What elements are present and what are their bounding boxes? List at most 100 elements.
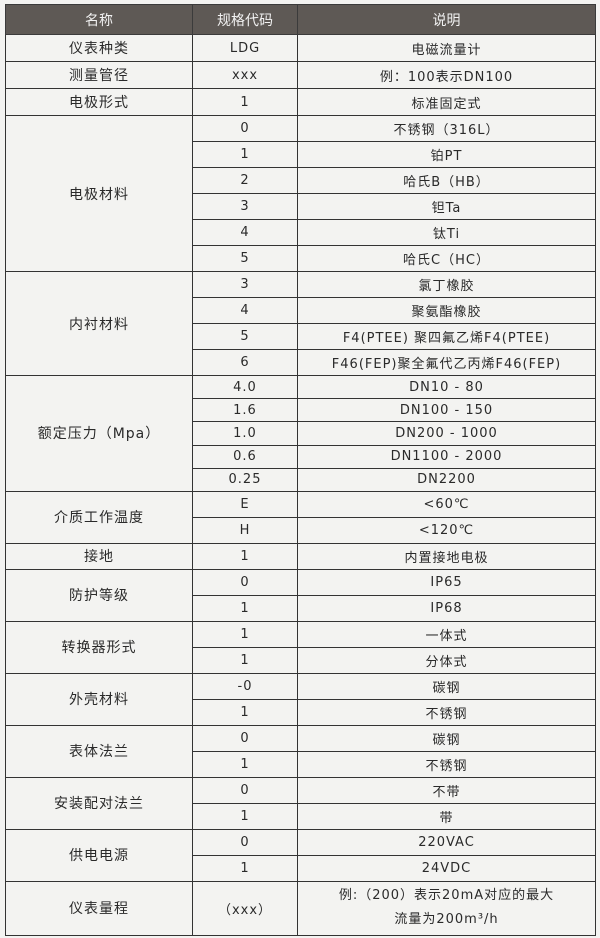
- table-row: 表体法兰 0 碳钢: [5, 724, 596, 778]
- table-row: 仪表种类 LDG 电磁流量计: [5, 34, 596, 62]
- table-row: 转换器形式 1 一体式: [5, 620, 596, 674]
- table-row: 电极材料 0 不锈钢（316L）: [5, 115, 596, 272]
- parameter-name: 电极材料: [5, 115, 193, 272]
- spec-code: 0: [192, 724, 298, 752]
- spec-description: 碳钢: [297, 672, 596, 700]
- spec-code: -0: [192, 672, 298, 700]
- spec-description: 碳钢: [297, 724, 596, 752]
- spec-description: 例：100表示DN100: [297, 61, 596, 89]
- spec-description: 聚氨酯橡胶: [297, 297, 596, 324]
- spec-description: DN10 - 80: [297, 374, 596, 400]
- spec-description: DN200 - 1000: [297, 421, 596, 446]
- spec-description: 不锈钢: [297, 750, 596, 778]
- spec-description: DN2200: [297, 467, 596, 492]
- spec-description: DN100 - 150: [297, 398, 596, 423]
- spec-code: 4: [192, 297, 298, 324]
- spec-code: E: [192, 490, 298, 518]
- spec-description: 不锈钢: [297, 698, 596, 726]
- table-body: 仪表种类 LDG 电磁流量计 测量管径 xxx 例：100表示DN100 电极形式 1 标准固定…: [5, 34, 596, 936]
- table-row: 外壳材料 -0 碳钢: [5, 672, 596, 726]
- table-row: 介质工作温度 E <60℃: [5, 490, 596, 544]
- parameter-name: 仪表种类: [5, 34, 193, 62]
- table-row: 5 F4(PTEE) 聚四氟乙烯F4(PTEE): [6, 323, 596, 350]
- table-row: 供电电源 0 220VAC: [5, 828, 596, 882]
- spec-code: 0: [192, 568, 298, 596]
- table-row: 0.6 DN1100 - 2000: [6, 444, 596, 469]
- table-row: 1.6 DN100 - 150: [6, 398, 596, 423]
- spec-code: 1.6: [192, 398, 298, 423]
- spec-description: DN1100 - 2000: [297, 444, 596, 469]
- table-row: 5 哈氏C（HC）: [6, 245, 596, 272]
- spec-description: <120℃: [297, 516, 596, 544]
- parameter-name: 接地: [5, 542, 193, 570]
- spec-description: 一体式: [297, 620, 596, 648]
- spec-code: 1: [192, 542, 298, 570]
- spec-description: 钽Ta: [297, 193, 596, 220]
- table-row: 0.25 DN2200: [6, 467, 596, 492]
- spec-code: 0: [192, 115, 298, 142]
- spec-description: 不锈钢（316L）: [297, 115, 596, 142]
- table-row: 1 不锈钢: [6, 750, 596, 778]
- spec-code: 4.0: [192, 374, 298, 400]
- header-name: 名称: [5, 4, 193, 35]
- spec-code: 3: [192, 193, 298, 220]
- parameter-name: 仪表量程: [5, 880, 193, 936]
- spec-description: 分体式: [297, 646, 596, 674]
- spec-code: 1.0: [192, 421, 298, 446]
- spec-description: IP68: [297, 594, 596, 622]
- table-row: 测量管径 xxx 例：100表示DN100: [5, 61, 596, 89]
- spec-code: LDG: [192, 34, 298, 62]
- spec-code: 6: [192, 349, 298, 376]
- table-row: 防护等级 0 IP65: [5, 568, 596, 622]
- table-row: H <120℃: [6, 516, 596, 544]
- spec-description: <60℃: [297, 490, 596, 518]
- spec-code: xxx: [192, 61, 298, 89]
- table-row: 1 IP68: [6, 594, 596, 622]
- spec-code: 1: [192, 750, 298, 778]
- spec-code: 1: [192, 802, 298, 830]
- table-row: 内衬材料 3 氯丁橡胶: [5, 271, 596, 376]
- spec-code: 3: [192, 271, 298, 298]
- spec-code: 1: [192, 854, 298, 882]
- spec-description: 铂PT: [297, 141, 596, 168]
- spec-code: H: [192, 516, 298, 544]
- parameter-name: 电极形式: [5, 88, 193, 116]
- table-row: 电极形式 1 标准固定式: [5, 88, 596, 116]
- spec-description: 电磁流量计: [297, 34, 596, 62]
- spec-description: 220VAC: [297, 828, 596, 856]
- spec-description: F46(FEP)聚全氟代乙丙烯F46(FEP): [297, 349, 596, 376]
- spec-code: （xxx）: [192, 880, 298, 936]
- table-row: 1 分体式: [6, 646, 596, 674]
- parameter-name: 供电电源: [5, 828, 193, 882]
- table-row: 接地 1 内置接地电极: [5, 542, 596, 570]
- header-code: 规格代码: [192, 4, 298, 35]
- spec-code: 1: [192, 141, 298, 168]
- spec-table: 名称 规格代码 说明 仪表种类 LDG 电磁流量计 测量管径 xxx 例：100表示DN1…: [5, 4, 596, 936]
- spec-description: 哈氏B（HB）: [297, 167, 596, 194]
- parameter-name: 防护等级: [5, 568, 193, 622]
- spec-code: 2: [192, 167, 298, 194]
- parameter-name: 测量管径: [5, 61, 193, 89]
- spec-code: 0.25: [192, 467, 298, 492]
- spec-code: 1: [192, 646, 298, 674]
- parameter-name: 外壳材料: [5, 672, 193, 726]
- parameter-name: 表体法兰: [5, 724, 193, 778]
- spec-description: 钛Ti: [297, 219, 596, 246]
- spec-code: 5: [192, 323, 298, 350]
- table-row: 额定压力（Mpa） 4.0 DN10 - 80: [5, 374, 596, 492]
- spec-code: 0: [192, 828, 298, 856]
- parameter-name: 介质工作温度: [5, 490, 193, 544]
- spec-code: 4: [192, 219, 298, 246]
- spec-code: 1: [192, 88, 298, 116]
- spec-description: 标准固定式: [297, 88, 596, 116]
- spec-description: F4(PTEE) 聚四氟乙烯F4(PTEE): [297, 323, 596, 350]
- table-row: 6 F46(FEP)聚全氟代乙丙烯F46(FEP): [6, 349, 596, 376]
- spec-code: 5: [192, 245, 298, 272]
- spec-code: 1: [192, 698, 298, 726]
- spec-description: 氯丁橡胶: [297, 271, 596, 298]
- table-row: 4 钛Ti: [6, 219, 596, 246]
- table-row: 2 哈氏B（HB）: [6, 167, 596, 194]
- spec-code: 1: [192, 620, 298, 648]
- table-row: 1 24VDC: [6, 854, 596, 882]
- table-row: 仪表量程 （xxx） 例:（200）表示20mA对应的最大流量为200m³/h: [5, 880, 596, 936]
